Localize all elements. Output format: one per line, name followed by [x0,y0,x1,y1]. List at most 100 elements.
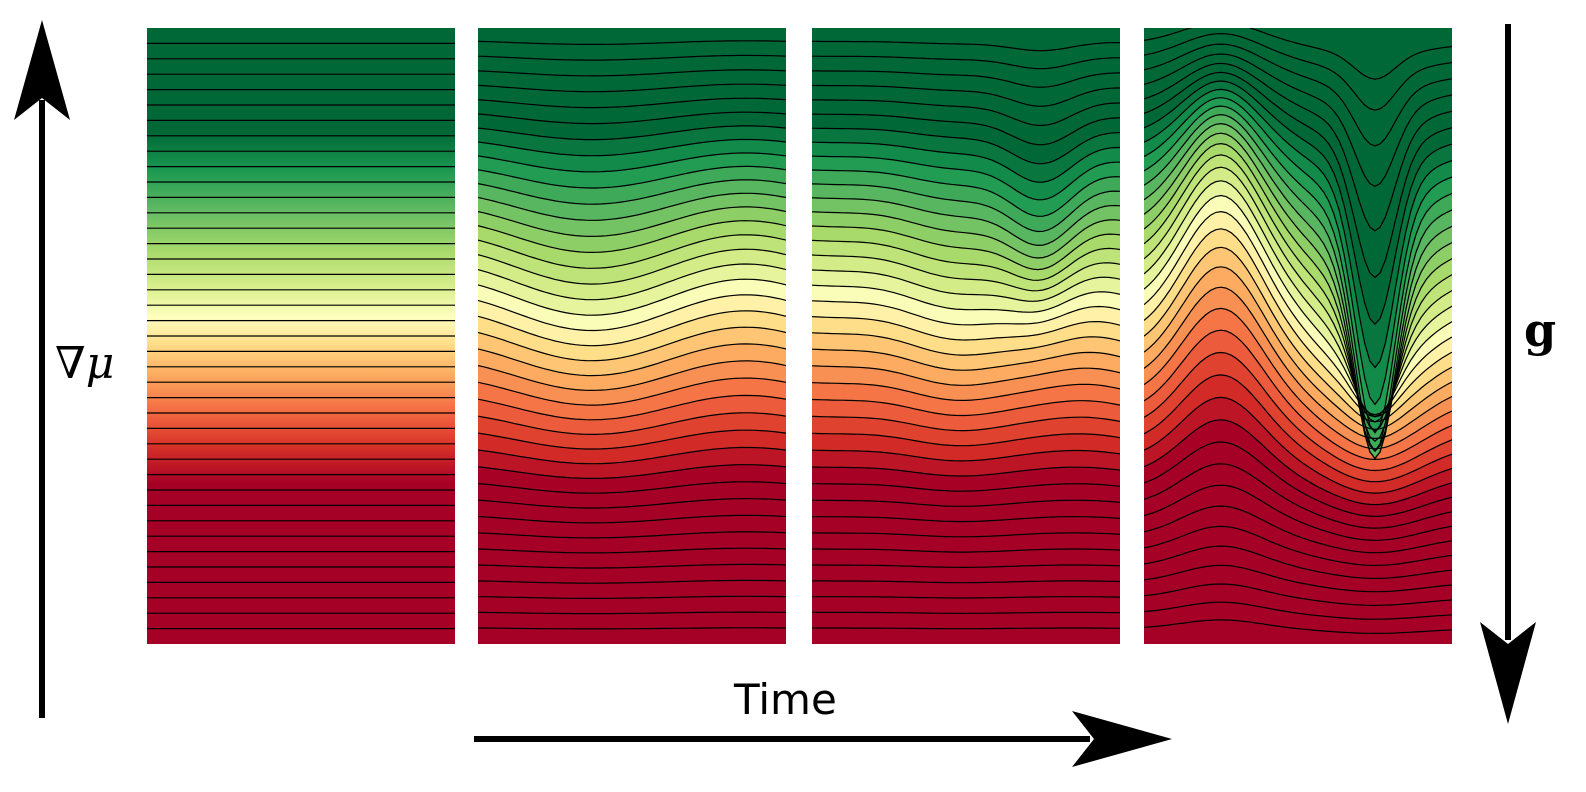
contour-line [478,343,786,377]
contour-line [812,316,1120,341]
contour-line [1144,601,1452,620]
contour-line [478,360,786,392]
contour-line [478,111,786,125]
contour-line [812,532,1120,538]
contour-line [478,563,786,569]
contour-line [812,239,1120,281]
contour-line [1144,166,1452,432]
panel-t1 [478,28,786,644]
contour-line [478,514,786,524]
contour-line [478,394,786,421]
contour-line [812,432,1120,447]
contour-line [478,138,786,157]
contour-line [1144,396,1452,494]
contour-line [1144,351,1452,472]
contour-line [812,332,1120,356]
contour-line [812,348,1120,371]
contour-line [478,464,786,479]
contour-line [1144,71,1452,279]
contour-line [478,179,786,205]
contour-line [478,83,786,93]
panel-t0 [147,28,455,644]
contour-line [478,263,786,301]
contour-line [1144,484,1452,541]
color-band [812,580,1120,599]
color-band [1297,28,1452,53]
gravity-arrow [1480,24,1536,724]
contour-line [478,627,786,630]
contour-line [478,579,786,584]
contour-line [1144,88,1452,369]
contour-line [1144,132,1452,460]
contour-line [1144,122,1452,460]
contour-line [478,294,786,332]
time-arrow [474,711,1172,767]
contour-line [812,55,1120,70]
contour-line [812,611,1120,615]
contour-line [1144,62,1452,232]
contour-line [478,497,786,509]
contour-line [812,183,1120,233]
contour-line [1144,142,1452,453]
contour-line [812,113,1120,146]
contour-line [478,234,786,269]
time-label: Time [733,675,837,724]
contour-line [478,595,786,599]
contour-line [812,70,1120,88]
contour-line [1144,419,1452,506]
contour-line [1144,105,1452,434]
panel-t3 [1144,28,1452,644]
color-band [812,612,1120,630]
contour-line [812,225,1120,271]
contour-line [478,97,786,109]
contour-line [1144,28,1452,80]
contour-line [812,169,1120,217]
contour-line [478,278,786,316]
contour-line [478,547,786,554]
color-band [1144,28,1452,80]
contour-line [478,69,786,77]
contour-line [1144,228,1452,418]
contour-line [812,449,1120,462]
contour-line [1144,113,1452,452]
contour-line [812,548,1120,553]
contour-line [812,84,1120,107]
contour-line [478,54,786,61]
contour-line [812,99,1120,126]
contour-line [1144,441,1452,517]
color-band [478,611,786,630]
contour-line [812,564,1120,568]
contour-line [1144,286,1452,440]
color-band [478,627,786,644]
contour-line [812,284,1120,313]
color-band [812,627,1120,644]
panel-t2 [812,28,1120,644]
contour-line [478,165,786,189]
contour-line [1144,463,1452,529]
contour-line [1144,505,1452,554]
contour-line [812,141,1120,183]
contour-line [812,300,1120,326]
contour-line [812,483,1120,492]
gradient-arrow [14,20,70,718]
contour-line [812,596,1120,599]
contour-line [1144,80,1452,325]
contour-line [1144,194,1452,418]
contour-line [478,220,786,254]
contour-line [478,248,786,285]
contour-line [1144,43,1452,147]
contour-line [812,398,1120,417]
contour-line [812,580,1120,584]
contour-line [478,40,786,45]
contour-line [478,326,786,362]
contour-line [812,254,1120,292]
contour-line [1144,210,1452,416]
color-band [935,28,1097,34]
contour-line [478,125,786,141]
contour-line [1144,266,1452,431]
color-band [812,596,1120,614]
contour-line [1144,97,1452,406]
contour-line [812,365,1120,386]
contour-line [478,377,786,406]
